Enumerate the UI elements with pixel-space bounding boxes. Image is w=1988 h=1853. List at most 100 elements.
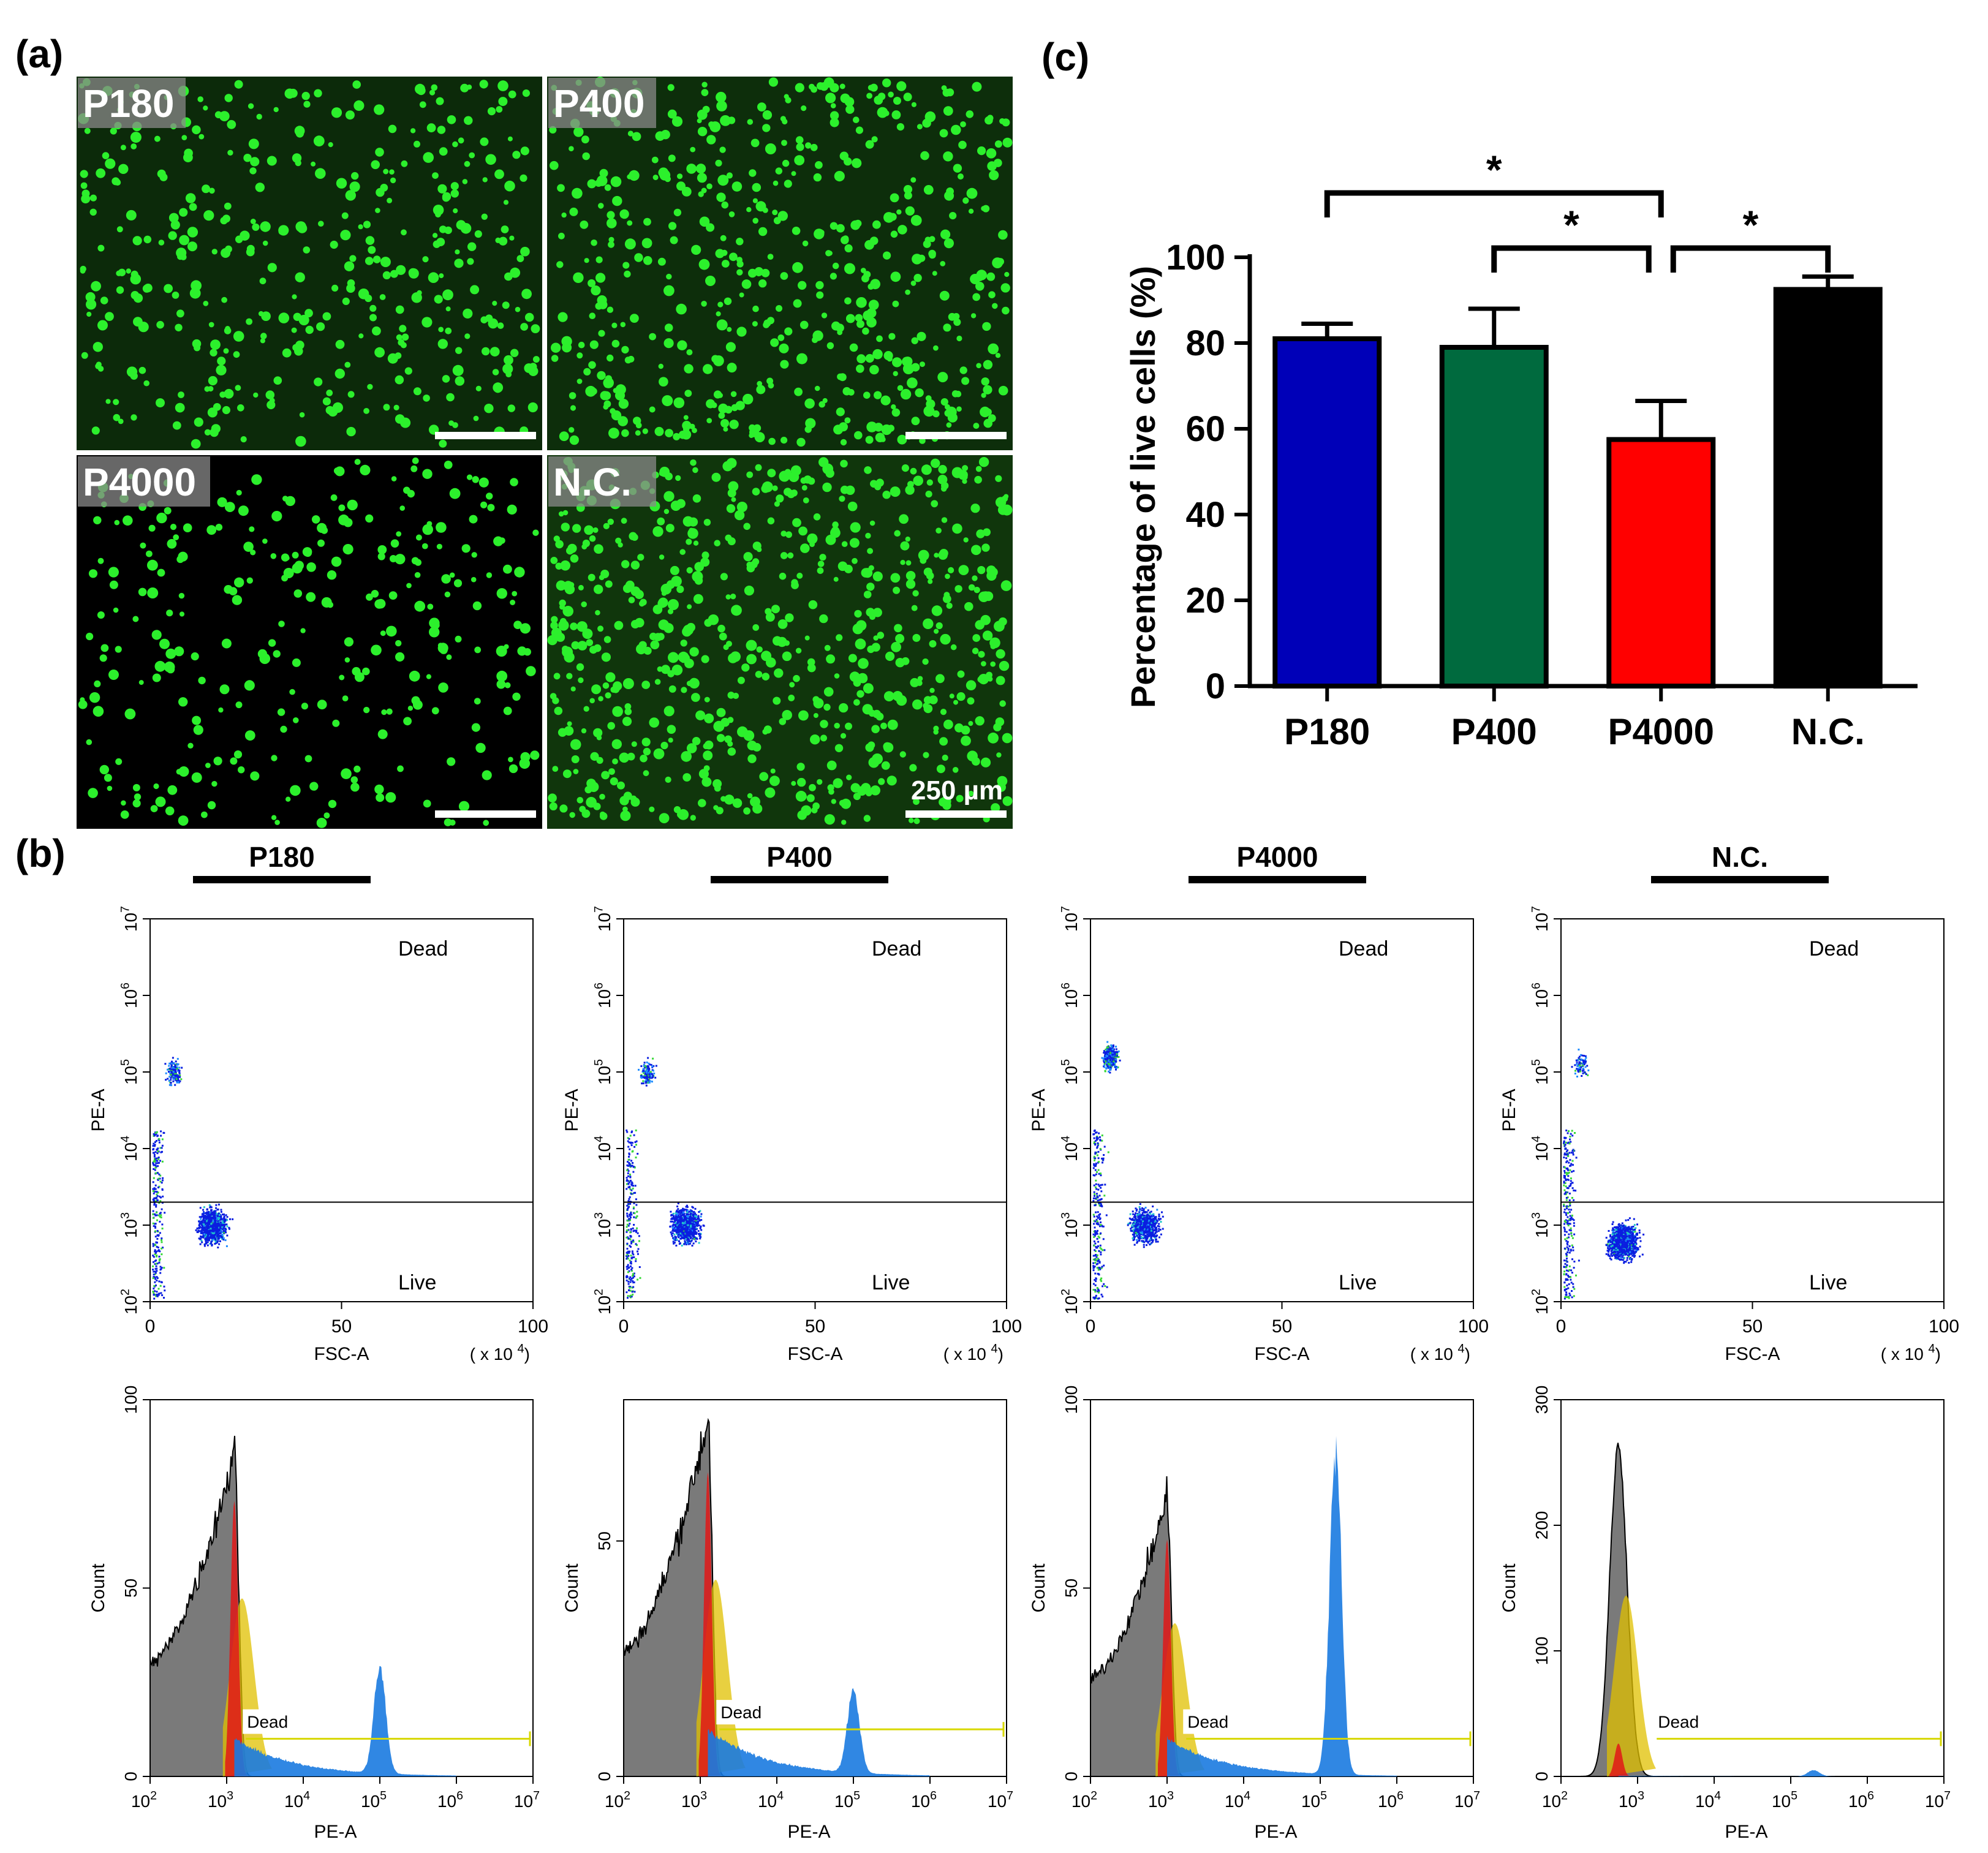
cell [776, 305, 782, 312]
cell [968, 790, 974, 796]
cell [266, 400, 276, 410]
cell [243, 542, 254, 552]
dot-live [217, 1231, 219, 1233]
bar-2 [1606, 437, 1716, 689]
dot-live [213, 1223, 216, 1226]
cell [948, 567, 954, 574]
cell [605, 692, 611, 699]
cell [777, 334, 785, 341]
dot-debris [631, 1142, 633, 1144]
cell [509, 235, 515, 241]
dot-debris [626, 1256, 629, 1258]
dot-dead [644, 1082, 647, 1084]
cell [767, 469, 776, 478]
cell [369, 314, 377, 322]
dot-debris [156, 1255, 158, 1256]
cell [410, 128, 416, 134]
dot-debris [628, 1155, 630, 1158]
dot-live [682, 1209, 685, 1212]
cell [608, 428, 619, 439]
cell [116, 270, 122, 276]
dot-debris [161, 1138, 164, 1141]
dot-live [688, 1235, 690, 1237]
dot-points [152, 1057, 234, 1300]
cell [487, 107, 496, 116]
cell [601, 771, 610, 780]
cell [743, 523, 750, 530]
cell [939, 129, 948, 138]
y-tick-label: 0 [1206, 666, 1225, 706]
cell [216, 364, 227, 376]
cell [559, 599, 566, 607]
dot-live [205, 1237, 208, 1239]
cell [667, 84, 675, 91]
dot-debris [630, 1279, 632, 1281]
dot-live [217, 1220, 219, 1222]
dot-debris [626, 1252, 629, 1254]
cell [913, 475, 923, 486]
cell [698, 191, 704, 197]
cell [953, 164, 962, 173]
cell [581, 728, 587, 734]
dot-live [210, 1226, 211, 1228]
dot-debris [629, 1213, 631, 1216]
dot-debris [632, 1273, 634, 1275]
dot-live [212, 1228, 214, 1230]
cell [164, 507, 172, 515]
cell [682, 516, 694, 527]
dot-live [221, 1233, 224, 1236]
cell [793, 674, 800, 682]
cell [763, 725, 772, 734]
cell [238, 505, 249, 516]
dot-dead [172, 1062, 174, 1064]
cell [556, 261, 564, 268]
dot-live [675, 1210, 678, 1213]
dot-debris [630, 1296, 633, 1298]
dot-debris [157, 1234, 159, 1236]
dot-live [208, 1231, 210, 1234]
cell [380, 184, 388, 192]
cell [320, 527, 328, 534]
cell [827, 251, 833, 256]
y-tick-label: 0 [595, 1772, 614, 1781]
dot-live [212, 1220, 214, 1223]
x-tick-label: 50 [331, 1316, 352, 1337]
y-tick-label-exp: 4 [592, 1136, 605, 1142]
dot-dead [640, 1075, 642, 1077]
dot-live [683, 1217, 686, 1220]
cell [765, 612, 775, 622]
dot-live [670, 1231, 672, 1234]
cell [189, 203, 197, 211]
dot-live [203, 1244, 206, 1245]
cell [203, 105, 208, 111]
cell [779, 470, 790, 482]
cell [167, 538, 177, 549]
cell [86, 632, 94, 641]
cell [503, 200, 509, 205]
cell [872, 608, 882, 617]
cell [754, 432, 765, 443]
cell [703, 519, 711, 526]
y-tick-label-base: 10 [121, 989, 140, 1008]
dot-live [1135, 1212, 1137, 1214]
cell [985, 116, 993, 125]
dot-dead [178, 1071, 180, 1073]
dot-debris [632, 1253, 635, 1256]
dot-live [690, 1233, 693, 1236]
dot-debris [155, 1204, 157, 1206]
cell [732, 798, 743, 808]
cell [905, 560, 912, 566]
cell [670, 236, 678, 244]
dot-debris [159, 1232, 161, 1234]
cell [665, 524, 675, 533]
dot-debris [626, 1212, 629, 1215]
cell [586, 639, 594, 646]
cell [138, 366, 146, 374]
cell [937, 475, 948, 485]
cell [403, 717, 412, 726]
cell [244, 680, 255, 691]
dot-live [699, 1234, 701, 1236]
cell [550, 160, 559, 170]
dot-dead [168, 1065, 170, 1067]
cell [303, 246, 311, 254]
